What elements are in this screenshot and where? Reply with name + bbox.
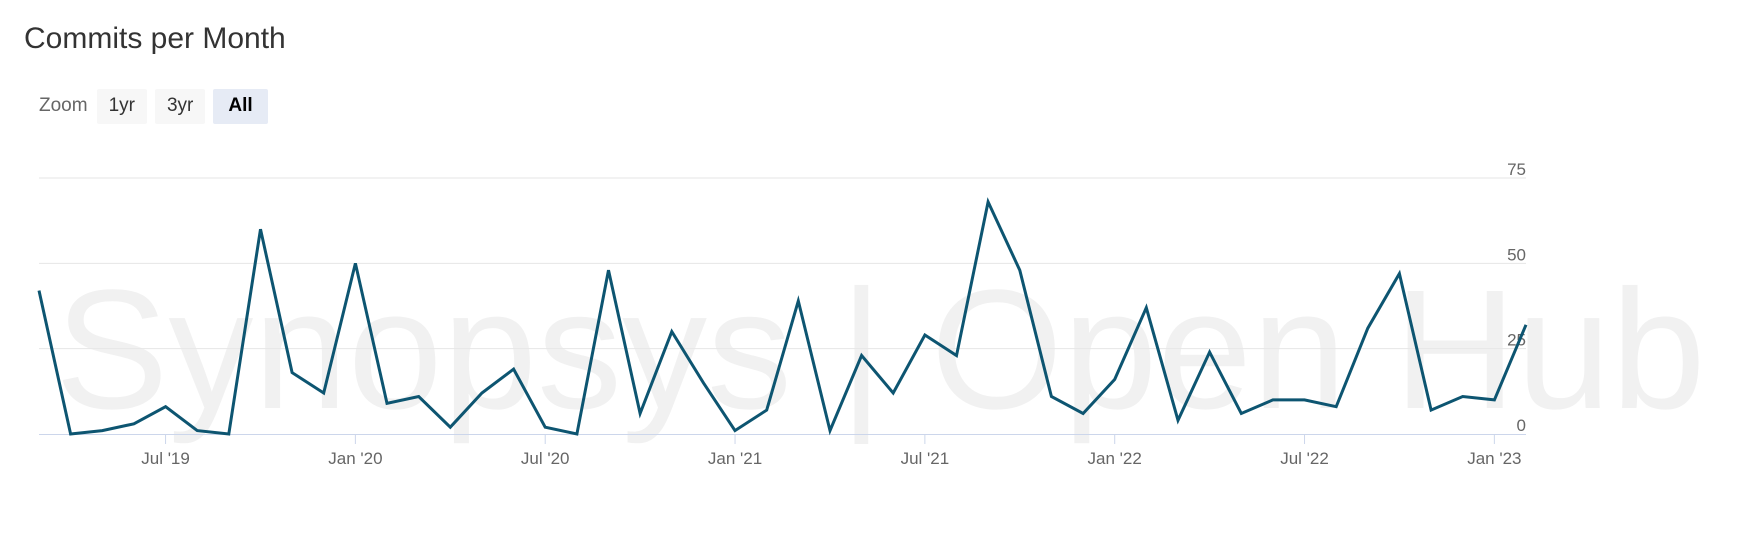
- zoom-all-button[interactable]: All: [213, 88, 268, 124]
- x-tick-label: Jan '23: [1467, 449, 1521, 468]
- data-point[interactable]: [415, 392, 423, 400]
- data-point[interactable]: [351, 259, 359, 267]
- x-axis-ticks: Jul '19 Jan '20 Jul '20 Jan '21 Jul '21 Jan '…: [141, 434, 1522, 468]
- data-point[interactable]: [1111, 375, 1119, 383]
- data-point[interactable]: [541, 423, 549, 431]
- data-point[interactable]: [889, 389, 897, 397]
- watermark: Synopsys | Open Hub: [55, 255, 1706, 445]
- y-tick-label-0: 0: [1517, 416, 1526, 435]
- x-tick-label: Jul '19: [141, 449, 190, 468]
- data-point[interactable]: [921, 331, 929, 339]
- data-point[interactable]: [1522, 321, 1530, 329]
- data-point[interactable]: [67, 430, 75, 438]
- data-point[interactable]: [636, 410, 644, 418]
- series-line: [37, 197, 1528, 436]
- series-commits: [35, 197, 1530, 438]
- zoom-1yr-button[interactable]: 1yr: [96, 88, 147, 124]
- data-point[interactable]: [763, 406, 771, 414]
- data-point[interactable]: [1459, 392, 1467, 400]
- data-point[interactable]: [1047, 392, 1055, 400]
- data-point[interactable]: [98, 427, 106, 435]
- data-point[interactable]: [478, 389, 486, 397]
- data-point[interactable]: [193, 427, 201, 435]
- data-point[interactable]: [383, 399, 391, 407]
- data-point[interactable]: [1364, 324, 1372, 332]
- data-point[interactable]: [1490, 396, 1498, 404]
- zoom-label: Zoom: [39, 95, 88, 116]
- data-point[interactable]: [984, 198, 992, 206]
- y-tick-label-75: 75: [1507, 160, 1526, 179]
- zoom-3yr-button[interactable]: 3yr: [154, 88, 206, 124]
- x-tick-label: Jul '21: [901, 449, 950, 468]
- data-point[interactable]: [1016, 266, 1024, 274]
- chart-title: Commits per Month: [24, 22, 286, 55]
- data-point[interactable]: [953, 351, 961, 359]
- x-tick-label: Jul '20: [521, 449, 570, 468]
- data-point[interactable]: [604, 266, 612, 274]
- data-point[interactable]: [731, 427, 739, 435]
- data-point[interactable]: [225, 430, 233, 438]
- data-point[interactable]: [1332, 403, 1340, 411]
- data-point[interactable]: [1427, 406, 1435, 414]
- data-point[interactable]: [1237, 410, 1245, 418]
- data-point[interactable]: [446, 423, 454, 431]
- data-point[interactable]: [510, 365, 518, 373]
- data-point[interactable]: [668, 328, 676, 336]
- data-point[interactable]: [1301, 396, 1309, 404]
- data-point[interactable]: [573, 430, 581, 438]
- data-point[interactable]: [256, 225, 264, 233]
- y-tick-label-50: 50: [1507, 245, 1526, 264]
- x-tick-label: Jan '22: [1088, 449, 1142, 468]
- data-point[interactable]: [1269, 396, 1277, 404]
- data-point[interactable]: [699, 379, 707, 387]
- data-point[interactable]: [1174, 416, 1182, 424]
- data-point[interactable]: [1395, 270, 1403, 278]
- data-point[interactable]: [1142, 304, 1150, 312]
- x-tick-label: Jan '21: [708, 449, 762, 468]
- x-tick-label: Jan '20: [328, 449, 382, 468]
- data-point[interactable]: [35, 287, 43, 295]
- data-point[interactable]: [320, 389, 328, 397]
- data-point[interactable]: [1206, 348, 1214, 356]
- data-point[interactable]: [288, 369, 296, 377]
- data-point[interactable]: [162, 403, 170, 411]
- zoom-bar: Zoom 1yr 3yr All: [39, 88, 276, 124]
- data-point[interactable]: [1079, 410, 1087, 418]
- data-point[interactable]: [858, 351, 866, 359]
- x-tick-label: Jul '22: [1280, 449, 1329, 468]
- data-point[interactable]: [826, 427, 834, 435]
- data-point[interactable]: [794, 297, 802, 305]
- data-point[interactable]: [130, 420, 138, 428]
